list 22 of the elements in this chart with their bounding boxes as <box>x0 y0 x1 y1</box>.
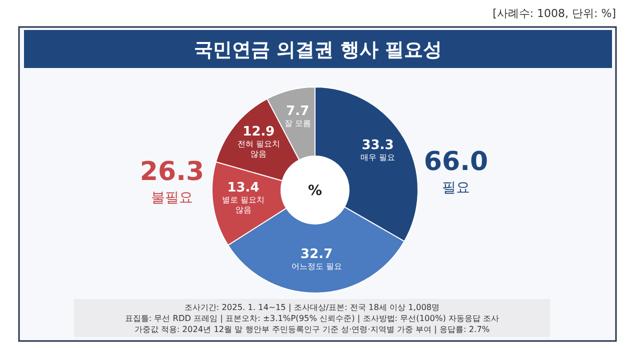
annotation: 26.3 <box>140 157 204 187</box>
category-label: 않음 <box>250 149 267 158</box>
annotation: % <box>308 183 322 199</box>
annotation: 필요 <box>442 180 470 196</box>
note: 표집틀: 무선 RDD 프레임 | 표본오차: ±3.1%P(95% 신뢰수준) | 조사방법: 무선(100%) 자동응답 조사 <box>124 313 500 323</box>
data-label: 12.9 <box>242 124 275 140</box>
annotation: 불필요 <box>151 190 193 206</box>
subtitle: [사례수: 1008, 단위: %] <box>492 7 616 20</box>
data-label: 33.3 <box>362 138 394 154</box>
note: 가중값 적용: 2024년 12월 말 행안부 주민등록인구 기준 성·연령·지역별 가중 부여 | 응답률: 2.7% <box>134 324 490 334</box>
category-label: 전혀 필요치 <box>237 139 280 148</box>
annotation: 66.0 <box>424 147 488 177</box>
data-label: 7.7 <box>286 104 310 120</box>
title: 국민연금 의결권 행사 필요성 <box>194 39 442 61</box>
note: 조사기간: 2025. 1. 14~15 | 조사대상/표본: 전국 18세 이상 1,008명 <box>184 302 440 312</box>
data-label: 13.4 <box>227 180 260 196</box>
category-label: 어느정도 필요 <box>291 262 342 271</box>
category-label: 않음 <box>235 205 252 214</box>
category-label: 매우 필요 <box>360 153 396 162</box>
data-label: 32.7 <box>300 246 333 262</box>
category-label: 잘 모름 <box>284 119 311 128</box>
category-label: 별로 필요치 <box>222 195 265 204</box>
